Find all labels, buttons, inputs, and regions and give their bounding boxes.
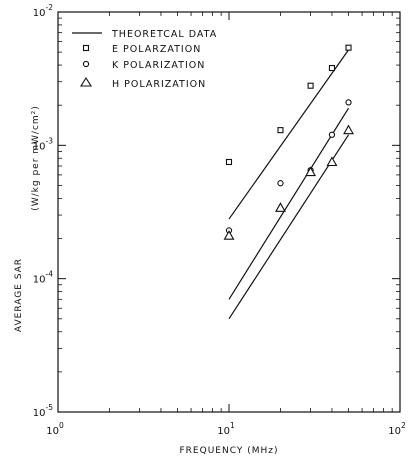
axis-ticks bbox=[57, 11, 401, 413]
h-polarization-point bbox=[275, 202, 286, 212]
y-axis-unit: (W/kg per mW/cm²) bbox=[31, 105, 41, 211]
x-tick-label: 102 bbox=[388, 421, 406, 437]
e-polarization-point bbox=[307, 82, 314, 89]
theoretical-lines bbox=[228, 49, 350, 320]
legend-label-h-polarization: H POLARIZATION bbox=[112, 79, 206, 90]
theory-line-e bbox=[228, 49, 350, 220]
e-polarization-point bbox=[328, 64, 336, 72]
x-tick-label: 100 bbox=[46, 421, 64, 437]
legend-triangle-symbol bbox=[80, 76, 92, 87]
legend-label-k-polarization: K POLARIZATION bbox=[112, 60, 205, 71]
legend-square-symbol bbox=[82, 44, 90, 52]
legend-label-e-polarization: E POLARZATION bbox=[112, 44, 201, 55]
h-polarization-point bbox=[223, 230, 235, 240]
k-polarization-point bbox=[345, 99, 352, 106]
h-polarization-point bbox=[326, 156, 338, 167]
y-axis-title: AVERAGE SAR bbox=[14, 258, 24, 332]
x-tick-label: 101 bbox=[217, 421, 235, 437]
tick-labels: 100 101 102 10-5 10-4 10-3 10-2 bbox=[33, 3, 406, 437]
y-tick-label: 10-4 bbox=[33, 270, 53, 286]
y-tick-label: 10-2 bbox=[33, 3, 53, 19]
e-polarization-point bbox=[225, 158, 233, 166]
theory-line-k bbox=[228, 107, 350, 300]
legend: THEORETCAL DATA E POLARZATION K POLARIZA… bbox=[72, 29, 217, 90]
k-polarization-point bbox=[277, 180, 284, 187]
h-polarization-point bbox=[343, 124, 354, 135]
plot-frame bbox=[57, 11, 401, 413]
h-polarization-point bbox=[305, 166, 317, 177]
e-polarization-point bbox=[277, 127, 284, 134]
legend-label-theoretical: THEORETCAL DATA bbox=[111, 29, 217, 40]
y-tick-label: 10-3 bbox=[33, 136, 53, 152]
x-axis-title: FREQUENCY (MHz) bbox=[180, 446, 279, 456]
k-polarization-point bbox=[328, 131, 336, 138]
data-markers bbox=[223, 44, 354, 240]
legend-circle-symbol bbox=[82, 60, 90, 68]
y-tick-label: 10-5 bbox=[33, 403, 53, 419]
e-polarization-point bbox=[345, 44, 352, 51]
